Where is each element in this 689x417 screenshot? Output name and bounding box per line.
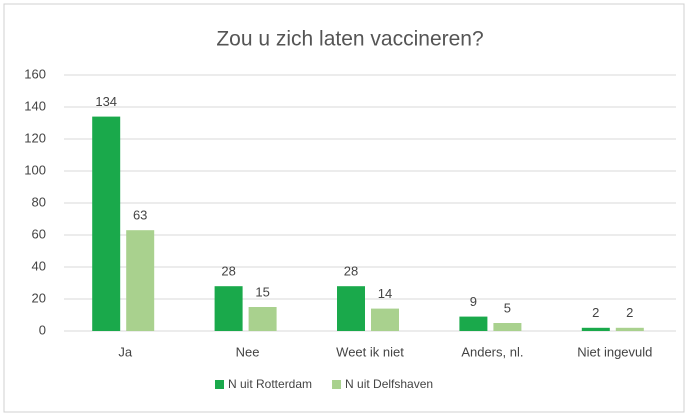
data-label: 5	[504, 300, 511, 315]
x-tick-label: Weet ik niet	[336, 344, 404, 359]
bar	[371, 308, 399, 331]
x-tick-label: Anders, nl.	[461, 344, 523, 359]
bar	[248, 307, 277, 331]
bar	[92, 116, 121, 331]
data-label: 28	[344, 264, 358, 279]
data-label: 2	[626, 305, 633, 320]
bar	[615, 327, 644, 331]
bar	[581, 327, 610, 331]
bar	[126, 230, 155, 331]
bar	[459, 316, 488, 331]
y-tick-label: 60	[32, 226, 46, 241]
data-label: 14	[378, 286, 392, 301]
bar	[214, 286, 243, 331]
bar	[493, 323, 522, 331]
chart-title: Zou u zich laten vaccineren?	[216, 28, 483, 51]
y-tick-label: 160	[24, 66, 46, 81]
legend-swatch	[332, 380, 342, 389]
x-tick-label: Niet ingevuld	[577, 344, 652, 359]
legend-label: N uit Delfshaven	[345, 377, 433, 391]
y-tick-label: 80	[32, 194, 46, 209]
data-label: 9	[470, 294, 477, 309]
y-tick-label: 0	[39, 322, 46, 337]
data-label: 134	[95, 94, 117, 109]
legend-label: N uit Rotterdam	[228, 377, 312, 391]
y-tick-label: 140	[24, 98, 46, 113]
y-tick-label: 120	[24, 130, 46, 145]
legend-swatch	[215, 380, 224, 389]
data-label: 15	[255, 284, 269, 299]
bar	[337, 286, 365, 331]
y-tick-label: 100	[24, 162, 46, 177]
y-tick-label: 40	[32, 258, 46, 273]
data-label: 2	[592, 305, 599, 320]
x-tick-label: Ja	[118, 344, 133, 359]
data-label: 28	[221, 264, 235, 279]
x-tick-label: Nee	[236, 344, 260, 359]
y-tick-label: 20	[32, 290, 46, 305]
data-label: 63	[133, 208, 147, 223]
